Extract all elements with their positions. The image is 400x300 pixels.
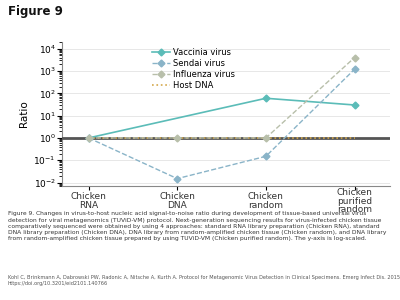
Text: Figure 9. Changes in virus-to-host nucleic acid signal-to-noise ratio during dev: Figure 9. Changes in virus-to-host nucle… (8, 212, 386, 241)
Legend: Vaccinia virus, Sendai virus, Influenza virus, Host DNA: Vaccinia virus, Sendai virus, Influenza … (148, 45, 238, 94)
Text: Chicken: Chicken (337, 188, 372, 197)
Text: random: random (248, 201, 283, 210)
Text: Kohl C, Brinkmann A, Dabrowski PW, Radonic A, Nitsche A, Kurth A. Protocol for M: Kohl C, Brinkmann A, Dabrowski PW, Radon… (8, 274, 400, 286)
Text: Figure 9: Figure 9 (8, 4, 63, 17)
Text: RNA: RNA (79, 201, 98, 210)
Text: purified: purified (337, 196, 372, 206)
Text: Chicken: Chicken (248, 192, 284, 201)
Text: DNA: DNA (167, 201, 187, 210)
Text: random: random (337, 205, 372, 214)
Text: Chicken: Chicken (71, 192, 106, 201)
Text: Chicken: Chicken (159, 192, 195, 201)
Y-axis label: Ratio: Ratio (19, 100, 29, 127)
